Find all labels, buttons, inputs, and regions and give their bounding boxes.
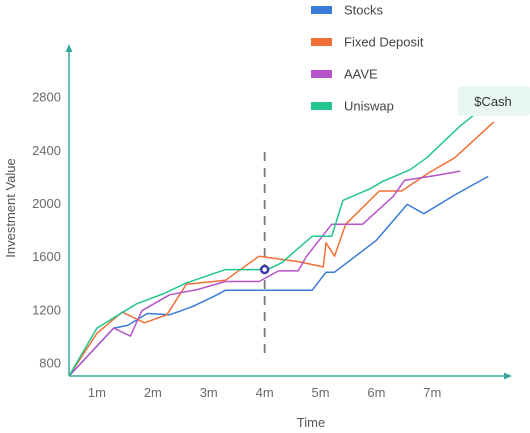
x-tick-label: 7m xyxy=(423,385,441,400)
y-tick-label: 2400 xyxy=(32,143,61,158)
legend-swatch-fixed-deposit xyxy=(311,38,332,46)
cash-badge-background xyxy=(458,86,530,116)
y-tick-labels: 800 1200 1600 2000 2400 2800 xyxy=(32,90,61,371)
legend: Stocks Fixed Deposit AAVE Uniswap xyxy=(311,3,424,114)
y-tick-label: 2800 xyxy=(32,90,61,105)
x-axis-arrow xyxy=(504,372,512,380)
x-tick-label: 4m xyxy=(256,385,274,400)
series-lines xyxy=(68,105,495,377)
x-tick-label: 6m xyxy=(367,385,385,400)
x-tick-label: 1m xyxy=(88,385,106,400)
legend-label-uniswap: Uniswap xyxy=(344,99,394,114)
time-marker-dot[interactable] xyxy=(259,264,270,275)
x-tick-label: 5m xyxy=(312,385,330,400)
series-line-uniswap xyxy=(68,105,486,377)
x-axis-title: Time xyxy=(297,415,325,430)
legend-label-fixed-deposit: Fixed Deposit xyxy=(344,35,424,50)
y-axis-title: Investment Value xyxy=(3,158,18,257)
legend-label-aave: AAVE xyxy=(344,67,378,82)
cash-badge-label: $Cash xyxy=(474,94,512,109)
y-tick-label: 2000 xyxy=(32,196,61,211)
legend-swatch-aave xyxy=(311,70,332,78)
series-line-stocks xyxy=(68,175,489,377)
x-tick-label: 2m xyxy=(144,385,162,400)
y-axis-arrow xyxy=(65,44,73,52)
legend-swatch-stocks xyxy=(311,6,332,14)
legend-swatch-uniswap xyxy=(311,102,332,110)
series-line-aave xyxy=(68,170,461,377)
y-tick-label: 800 xyxy=(39,356,61,371)
axes xyxy=(65,44,512,380)
y-tick-label: 1600 xyxy=(32,249,61,264)
legend-label-stocks: Stocks xyxy=(344,3,384,18)
x-tick-labels: 1m 2m 3m 4m 5m 6m 7m xyxy=(88,385,441,400)
cash-badge[interactable]: $Cash xyxy=(458,86,530,116)
series-line-fixed-deposit xyxy=(68,121,495,377)
y-tick-label: 1200 xyxy=(32,302,61,317)
x-tick-label: 3m xyxy=(200,385,218,400)
